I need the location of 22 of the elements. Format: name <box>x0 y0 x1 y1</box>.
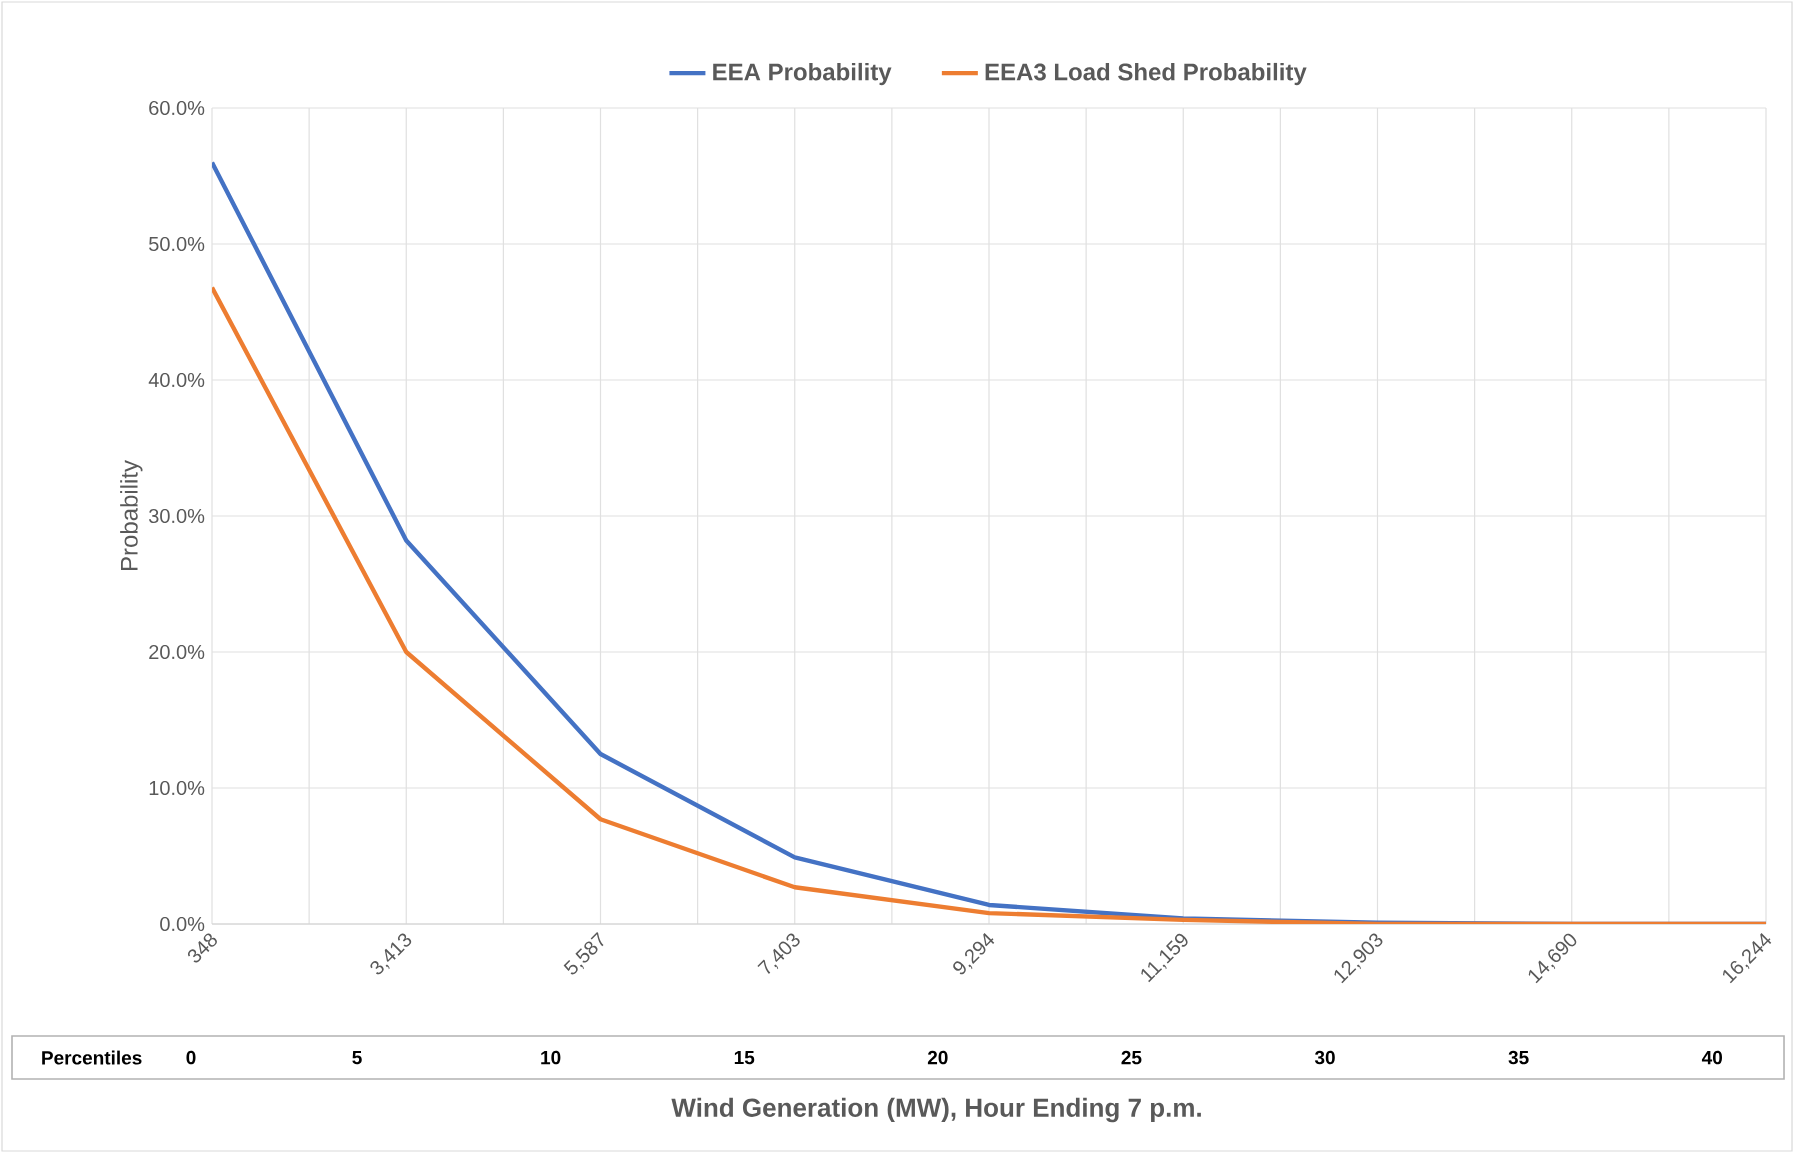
y-tick-label: 30.0% <box>148 508 205 524</box>
text: 20 <box>927 1050 948 1065</box>
text: 35 <box>1508 1050 1529 1065</box>
y-tick-label: 40.0% <box>148 372 205 388</box>
text: 5 <box>352 1050 362 1065</box>
y-tick-label: 60.0% <box>149 100 205 116</box>
legend-label: EEA3 Load Shed Probability <box>985 62 1307 86</box>
text: Percentiles <box>42 1050 142 1065</box>
y-tick-label: 10.0% <box>149 780 205 796</box>
x-tick-label: 348 <box>187 933 217 963</box>
y-axis-title: Probability <box>120 460 143 571</box>
x-axis-title: Wind Generation (MW), Hour Ending 7 p.m. <box>671 1097 1201 1123</box>
y-tick-label: 50.0% <box>149 236 205 252</box>
y-tick-label: 20.0% <box>149 644 205 660</box>
text: 0 <box>186 1050 196 1065</box>
text: 15 <box>734 1050 755 1065</box>
text: 40 <box>1701 1050 1722 1065</box>
legend-label: EEA Probability <box>713 62 892 86</box>
text: 10 <box>541 1050 561 1065</box>
text: 25 <box>1121 1050 1142 1065</box>
y-tick-label: 0.0% <box>160 916 205 932</box>
text: 30 <box>1314 1050 1335 1065</box>
